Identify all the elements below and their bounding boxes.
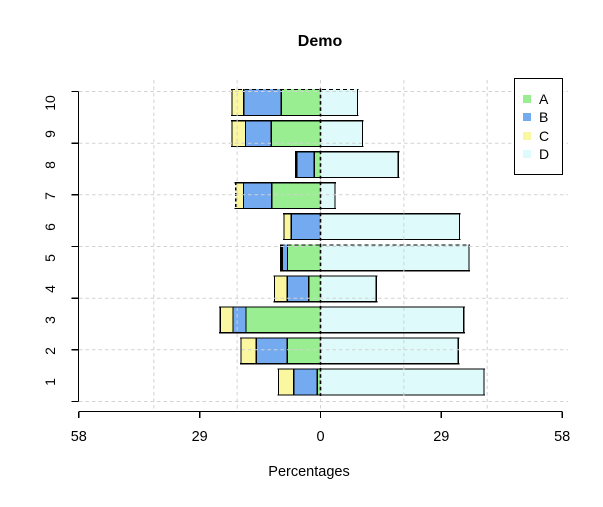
y-cat-label-5: 5 [42, 253, 58, 262]
x-tick-label-neg29: 29 [191, 429, 208, 445]
legend-swatch-c [523, 131, 531, 140]
legend-swatch-b [523, 113, 531, 122]
segment-D [320, 213, 461, 241]
bar-row-8 [294, 151, 400, 179]
segment-A [317, 368, 321, 396]
segment-B [293, 368, 318, 396]
bar-row-10 [230, 88, 359, 117]
segment-A [245, 306, 321, 334]
bar-row-6 [282, 213, 461, 241]
segment-A [271, 120, 321, 148]
segment-C [240, 337, 257, 365]
y-cat-label-7: 7 [42, 191, 58, 200]
segment-D [320, 120, 364, 148]
legend-label-a: A [539, 90, 549, 107]
x-tick-label-pos29: 29 [433, 429, 450, 445]
segment-D [320, 89, 359, 116]
legend-item-a: A [523, 92, 562, 106]
segment-B [280, 244, 288, 272]
bar-row-9 [230, 120, 364, 148]
segment-D [320, 244, 470, 272]
segment-D [320, 151, 399, 179]
bar-row-7 [234, 182, 337, 210]
legend-label-c: C [539, 127, 550, 144]
y-axis [71, 90, 80, 403]
segment-B [232, 306, 246, 334]
segment-D [320, 337, 459, 365]
segment-C [277, 368, 294, 396]
y-cat-label-2: 2 [42, 346, 58, 355]
y-cat-label-4: 4 [42, 284, 58, 293]
segment-C [219, 306, 233, 334]
y-cat-label-1: 1 [42, 378, 58, 386]
segment-B [295, 151, 315, 179]
legend-item-b: B [523, 110, 562, 124]
bars [219, 88, 486, 396]
segment-B [245, 120, 272, 148]
segment-A [271, 182, 321, 210]
legend-item-d: D [523, 147, 562, 161]
segment-C [231, 120, 246, 148]
x-tick-label-pos58: 58 [554, 429, 571, 445]
legend-swatch-a [523, 94, 531, 103]
segment-B [287, 275, 309, 303]
y-cat-label-8: 8 [42, 160, 58, 169]
segment-C [235, 182, 244, 210]
x-axis [78, 410, 563, 418]
segment-D [320, 368, 485, 396]
segment-D [320, 182, 336, 210]
legend-item-c: C [523, 129, 562, 143]
legend-swatch-d [523, 150, 531, 159]
segment-C [283, 213, 292, 241]
y-cat-label-9: 9 [42, 129, 58, 138]
segment-A [287, 244, 321, 272]
bar-row-1 [277, 368, 486, 396]
y-cat-label-10: 10 [42, 94, 58, 111]
segment-A [281, 89, 321, 116]
y-cat-label-3: 3 [42, 315, 58, 324]
x-tick-label-zero: 0 [316, 429, 325, 445]
legend-label-b: B [539, 109, 549, 126]
x-tick-label-neg58: 58 [70, 429, 87, 445]
segment-A [287, 337, 321, 365]
segment-B [243, 89, 282, 116]
legend: A B C D [514, 78, 563, 175]
x-axis-label: Percentages [268, 464, 350, 480]
segment-B [243, 182, 272, 210]
segment-B [291, 213, 321, 241]
bar-row-5 [280, 244, 471, 272]
chart-title: Demo [297, 33, 343, 50]
bar-row-3 [219, 306, 465, 334]
legend-label-d: D [539, 146, 550, 163]
y-cat-label-6: 6 [42, 222, 58, 231]
bar-row-2 [239, 337, 460, 365]
gridlines [79, 80, 568, 411]
segment-D [320, 306, 465, 334]
segment-A [308, 275, 321, 303]
segment-B [256, 337, 288, 365]
segment-C [273, 275, 288, 303]
segment-A [314, 151, 321, 179]
